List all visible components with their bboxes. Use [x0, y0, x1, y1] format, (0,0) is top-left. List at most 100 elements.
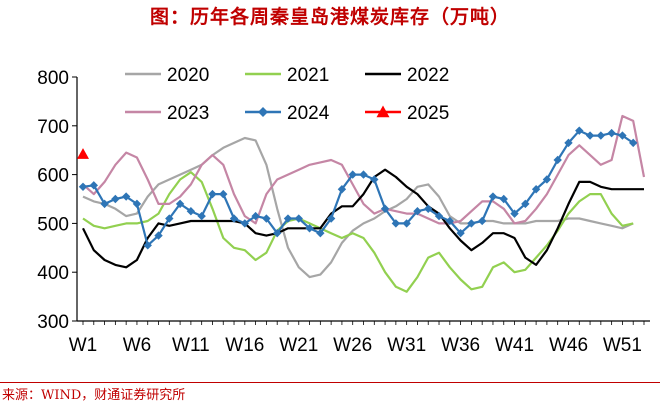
- data-point-2024: [121, 192, 131, 201]
- data-point-2024: [305, 224, 314, 233]
- legend-label: 2021: [287, 65, 329, 86]
- series-line-2022: [82, 168, 644, 269]
- y-tick-label: 800: [37, 68, 69, 89]
- data-point-2024: [585, 131, 595, 140]
- axes: 300 400 500 600 700 800 W1 W6 W11 W16 W21 W26 W31 W36…: [37, 68, 650, 356]
- data-point-2024: [154, 231, 163, 240]
- series-2020: [82, 136, 634, 279]
- series-2021: [82, 171, 634, 293]
- legend-item-2023: 2023: [125, 103, 209, 124]
- chart-title: 图：历年各周秦皇岛港煤炭库存（万吨）: [149, 6, 510, 28]
- data-point-2024: [348, 170, 357, 179]
- source-note: 来源：WIND，财通证券研究所: [2, 388, 186, 403]
- series-layer: [77, 114, 646, 293]
- data-point-2024: [542, 175, 552, 184]
- y-tick-label: 600: [37, 166, 69, 187]
- data-point-2024: [272, 228, 282, 238]
- data-point-2024: [413, 207, 422, 216]
- series-line-2021: [82, 171, 634, 293]
- data-point-2024: [165, 214, 174, 223]
- data-point-2024: [553, 155, 562, 165]
- legend-label: 2024: [287, 103, 330, 124]
- data-point-2024: [391, 219, 401, 228]
- y-tick-label: 500: [37, 214, 69, 235]
- data-point-2024: [294, 214, 303, 223]
- data-point-2024: [89, 181, 98, 190]
- data-point-2024: [402, 219, 411, 228]
- x-tick-label: W26: [333, 335, 372, 356]
- data-point-2024: [143, 241, 152, 250]
- x-tick-label: W1: [69, 335, 98, 356]
- data-point-2024: [262, 214, 271, 223]
- data-point-2024: [629, 138, 638, 148]
- data-point-2024: [575, 126, 584, 135]
- x-tick-label: W11: [172, 335, 210, 356]
- data-point-2024: [434, 211, 444, 221]
- y-tick-label: 300: [37, 312, 69, 333]
- data-point-2024: [186, 207, 196, 216]
- x-tick-label: W16: [225, 335, 264, 356]
- data-point-2024: [359, 170, 368, 179]
- data-point-2024: [456, 228, 465, 238]
- data-point-2024: [208, 189, 217, 199]
- data-point-2024: [499, 194, 508, 204]
- footer-rule: [0, 382, 660, 383]
- x-tick-label: W51: [603, 335, 642, 356]
- data-point-2024: [316, 228, 325, 238]
- data-point-2024: [219, 189, 228, 199]
- data-point-2024: [229, 214, 239, 223]
- data-point-2024: [596, 131, 606, 140]
- data-point-2024: [445, 216, 455, 226]
- data-point-2025: [77, 148, 89, 159]
- data-point-2024: [111, 194, 120, 204]
- series-2023: [82, 114, 646, 225]
- series-line-2023: [82, 114, 646, 225]
- data-point-2024: [477, 216, 487, 226]
- series-2025: [77, 148, 89, 159]
- data-point-2024: [251, 211, 260, 221]
- data-point-2024: [283, 214, 293, 223]
- x-tick-label: W6: [123, 335, 152, 356]
- x-tick-label: W31: [387, 335, 426, 356]
- legend-item-2022: 2022: [365, 65, 449, 86]
- series-2022: [82, 168, 644, 269]
- legend-item-2025: 2025: [365, 103, 449, 124]
- data-point-2024: [370, 175, 379, 184]
- legend-marker: [258, 107, 268, 117]
- data-point-2024: [326, 214, 336, 223]
- x-tick-label: W46: [549, 335, 588, 356]
- x-tick-label: W36: [441, 335, 480, 356]
- data-point-2024: [510, 209, 519, 218]
- series-2024: [78, 126, 638, 250]
- data-point-2024: [564, 138, 573, 148]
- legend-item-2021: 2021: [245, 65, 329, 86]
- legend-label: 2022: [407, 65, 449, 86]
- data-point-2024: [100, 199, 109, 209]
- legend-label: 2023: [167, 103, 209, 124]
- series-line-2024: [82, 129, 634, 247]
- series-line-2020: [82, 136, 634, 279]
- data-point-2024: [467, 219, 476, 228]
- data-point-2024: [380, 204, 390, 213]
- legend-label: 2025: [407, 103, 449, 124]
- legend-item-2024: 2024: [245, 103, 330, 124]
- data-point-2024: [521, 199, 530, 209]
- data-point-2024: [78, 182, 88, 191]
- y-tick-label: 400: [37, 263, 69, 284]
- legend: 2020 2021 2022 2023 2024 2025: [125, 65, 449, 124]
- legend-marker: [376, 105, 390, 118]
- legend-label: 2020: [167, 65, 209, 86]
- legend-item-2020: 2020: [125, 65, 209, 86]
- data-point-2024: [197, 211, 206, 221]
- data-point-2024: [488, 192, 498, 201]
- data-point-2024: [337, 185, 347, 194]
- y-tick-label: 700: [37, 117, 69, 138]
- x-tick-label: W21: [279, 335, 318, 356]
- data-point-2024: [424, 204, 433, 213]
- x-tick-label: W41: [495, 335, 534, 356]
- data-point-2024: [618, 131, 627, 140]
- data-point-2024: [240, 219, 250, 228]
- data-point-2024: [531, 185, 541, 194]
- data-point-2024: [175, 199, 185, 209]
